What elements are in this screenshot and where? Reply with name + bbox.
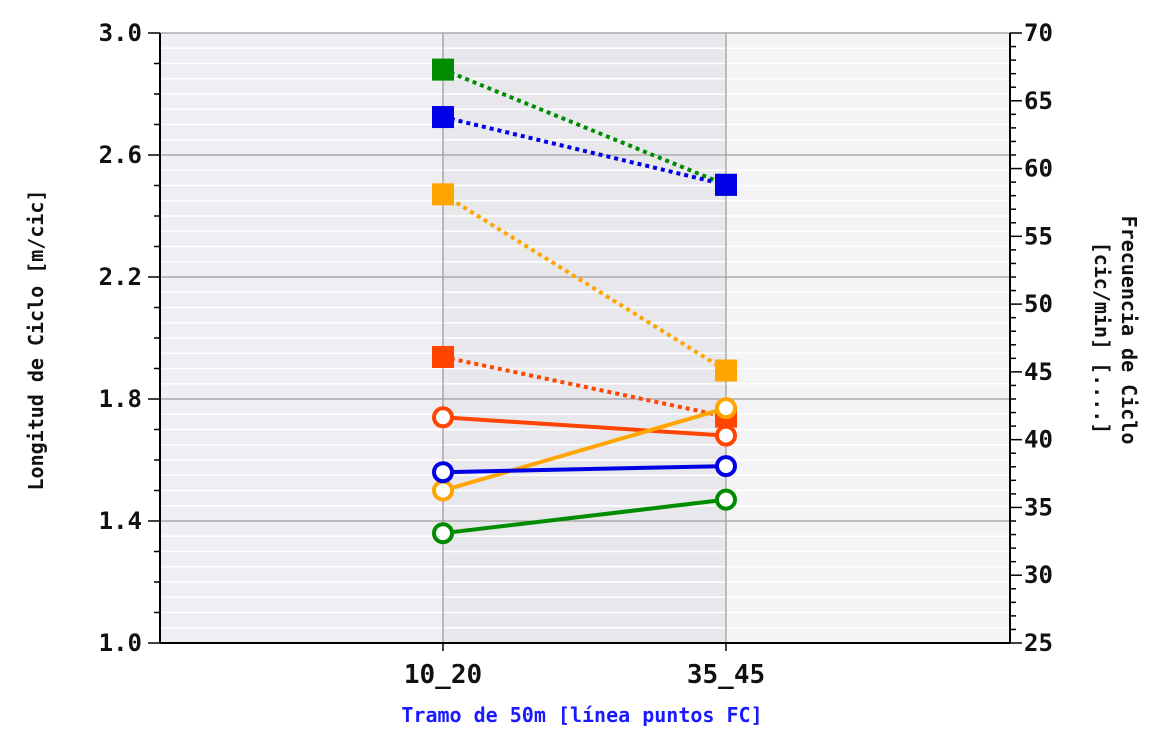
right-tick-label: 40 [1024,426,1053,454]
series-line [442,415,727,438]
circle-marker [715,424,737,447]
square-marker [432,183,454,206]
series-line [442,115,727,187]
circle-marker [432,461,454,484]
square-marker [715,359,737,382]
square-marker [432,106,454,129]
category-label: 10_20 [404,660,482,690]
circle-marker [715,397,737,420]
right-tick-label: 45 [1024,358,1053,386]
series-line [442,355,727,419]
square-marker [432,58,454,81]
right-tick-label: 30 [1024,561,1053,589]
left-tick-label: 1.4 [99,507,142,535]
series-line [442,497,727,536]
circle-marker [432,522,454,545]
series-line [442,67,727,187]
square-marker [432,345,454,368]
left-tick-label: 1.8 [99,385,142,413]
series-line [442,464,727,475]
left-axis-title: Longitud de Ciclo [m/cic] [24,189,48,490]
left-tick-label: 1.0 [99,629,142,657]
left-tick-label: 2.6 [99,141,142,169]
left-tick-label: 2.2 [99,263,142,291]
circle-marker [432,406,454,429]
right-tick-label: 35 [1024,493,1053,521]
right-axis-title-line2: [cic/min] [....] [1090,242,1114,435]
right-tick-label: 60 [1024,155,1053,183]
left-tick-label: 3.0 [99,19,142,47]
category-label: 35_45 [687,660,765,690]
series-line [442,406,727,493]
right-tick-label: 50 [1024,290,1053,318]
right-tick-label: 70 [1024,19,1053,47]
right-tick-label: 65 [1024,87,1053,115]
square-marker [715,173,737,196]
right-axis-title-line1: Frecuencia de Ciclo [1117,216,1141,445]
right-tick-label: 25 [1024,629,1053,657]
circle-marker [715,455,737,478]
circle-marker [715,488,737,511]
right-tick-label: 55 [1024,222,1053,250]
x-axis-title: Tramo de 50m [línea puntos FC] [401,703,762,727]
circle-marker [432,479,454,502]
